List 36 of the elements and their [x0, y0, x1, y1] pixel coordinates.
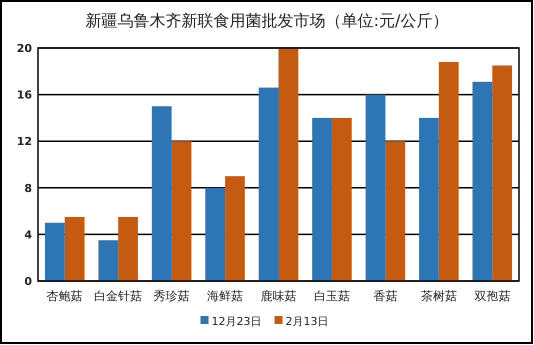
x-tick-label: 海鲜菇	[207, 289, 244, 303]
x-tick-label: 白金针菇	[94, 289, 142, 303]
bar	[438, 62, 459, 281]
bar	[205, 188, 226, 281]
x-tick-label: 秀珍菇	[154, 289, 190, 303]
bar	[366, 94, 386, 281]
bar	[64, 216, 84, 281]
y-tick-label: 12	[16, 135, 32, 148]
legend-label: 12月23日	[212, 315, 262, 328]
bar	[419, 118, 439, 281]
bar	[44, 222, 65, 281]
bar	[152, 106, 172, 281]
y-tick-label: 8	[24, 182, 32, 195]
bar	[312, 118, 332, 281]
bar	[98, 240, 118, 281]
y-tick-label: 16	[16, 88, 32, 102]
x-tick-label: 鹿味菇	[260, 289, 296, 303]
bar	[385, 141, 406, 281]
legend-label: 2月13日	[286, 315, 328, 328]
x-tick-label: 茶树菇	[420, 289, 457, 303]
bar	[225, 176, 245, 281]
bar	[492, 65, 512, 281]
bar	[278, 48, 298, 281]
bar	[172, 141, 192, 281]
x-tick-label: 双孢菇	[474, 289, 510, 303]
y-tick-label: 4	[24, 228, 32, 242]
bar	[472, 82, 492, 281]
bar	[332, 118, 352, 281]
x-tick-label: 白玉菇	[314, 289, 350, 303]
chart-title: 新疆乌鲁木齐新联食用菌批发市场（单位:元/公斤）	[86, 11, 448, 30]
x-tick-label: 香菇	[373, 289, 398, 303]
bar	[258, 88, 278, 281]
y-tick-label: 0	[24, 275, 32, 288]
bar	[118, 216, 138, 281]
y-tick-label: 20	[16, 42, 32, 55]
x-tick-label: 杏鲍菇	[46, 289, 83, 303]
